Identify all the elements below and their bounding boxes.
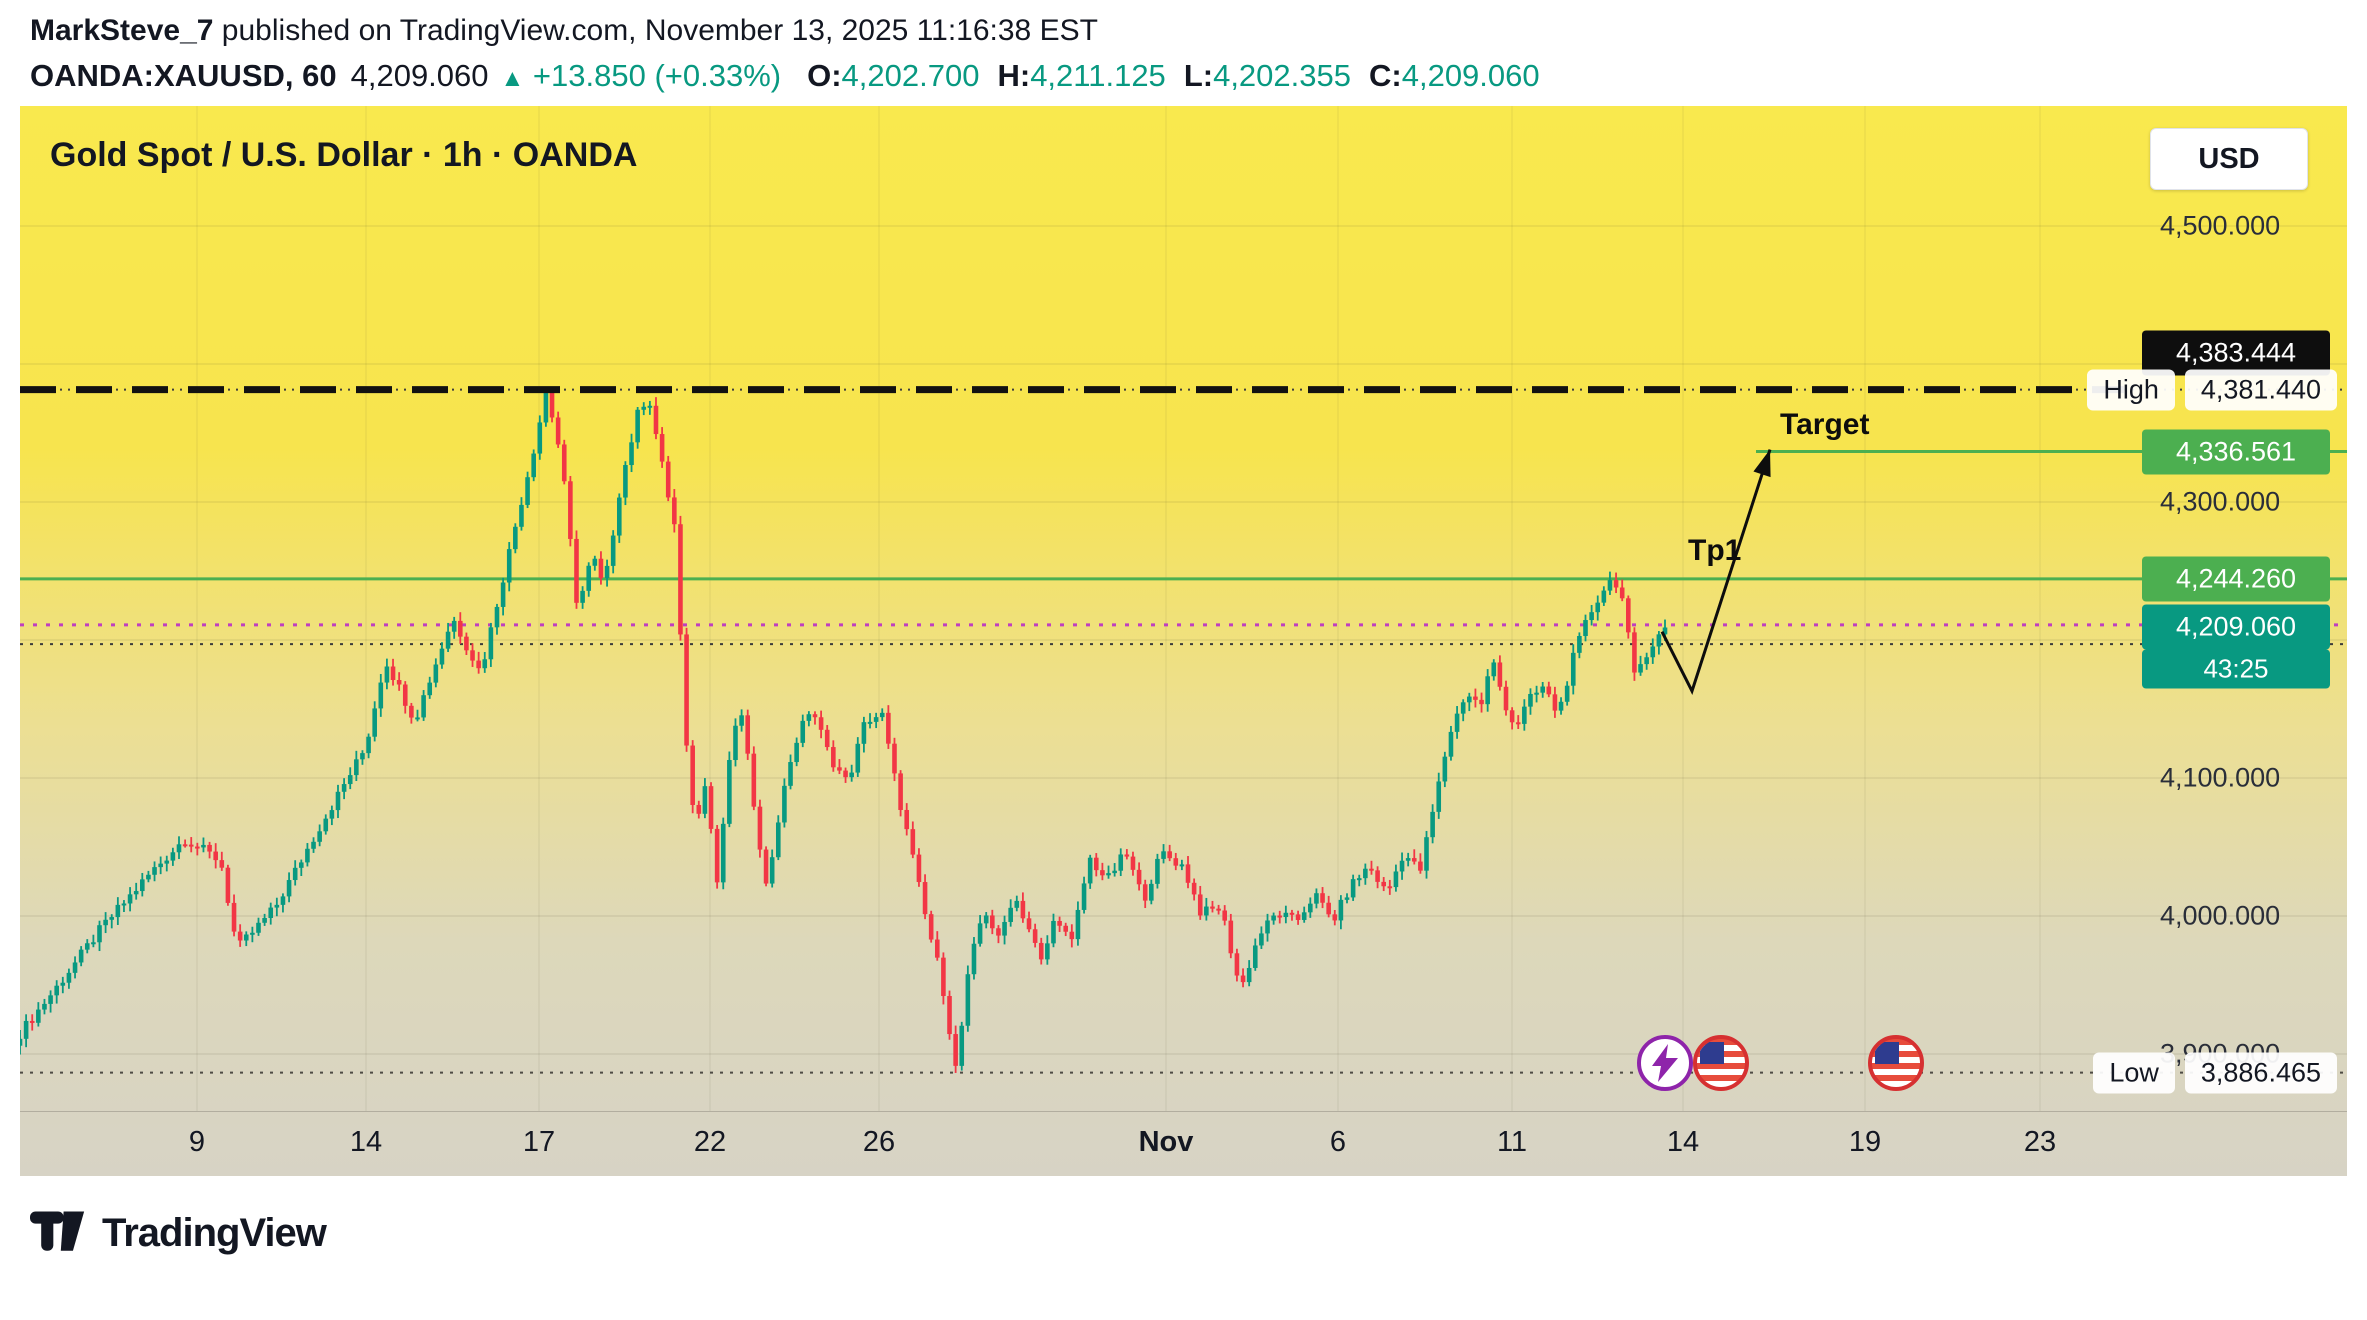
tradingview-footer: TradingView xyxy=(0,1176,2367,1256)
high-marker: High 4,381.440 xyxy=(2087,369,2337,411)
publish-info-line: MarkSteve_7 published on TradingView.com… xyxy=(30,14,2367,48)
price-badge: 4,383.444 xyxy=(2142,330,2330,376)
ohlc-value: 4,202.700 xyxy=(841,58,980,93)
price-scale[interactable]: 4,500.000 4,383.444 High 4,381.440 4,336.561… xyxy=(2087,106,2347,1111)
time-axis-label[interactable]: 23 xyxy=(2023,1126,2057,1158)
symbol-label[interactable]: OANDA:XAUUSD, 60 xyxy=(30,58,337,93)
ohlc-label: L: xyxy=(1183,58,1214,93)
time-axis-label[interactable]: 19 xyxy=(1848,1126,1882,1158)
ohlc-values: O:4,202.700 H:4,211.125 L:4,202.355 C:4,209… xyxy=(789,58,1540,94)
ohlc-label: C: xyxy=(1369,58,1402,93)
price-badge: 4,209.060 xyxy=(2142,604,2330,650)
ohlc-value: 4,209.060 xyxy=(1401,58,1540,93)
lightning-event-icon[interactable] xyxy=(1637,1035,1693,1091)
us-flag-event-icon[interactable] xyxy=(1868,1035,1924,1091)
currency-button[interactable]: USD xyxy=(2150,128,2308,190)
target-annotation-label[interactable]: Target xyxy=(1780,408,1870,441)
low-pill: Low xyxy=(2093,1052,2175,1094)
us-flag-event-icon[interactable] xyxy=(1693,1035,1749,1091)
price-change-value: +13.850 (+0.33%) xyxy=(532,58,782,93)
high-pill: High xyxy=(2087,369,2175,411)
time-axis-label[interactable]: 14 xyxy=(1666,1126,1700,1158)
time-axis-label[interactable]: Nov xyxy=(1138,1126,1194,1158)
price-badge: 4,336.561 xyxy=(2142,429,2330,475)
ohlc-value: 4,202.355 xyxy=(1213,58,1351,93)
time-axis-label[interactable]: 26 xyxy=(862,1126,896,1158)
time-axis-label[interactable]: 11 xyxy=(1496,1126,1528,1158)
ohlc-value: 4,211.125 xyxy=(1030,58,1166,93)
candlestick-plot[interactable] xyxy=(20,106,2347,1111)
chart-panel[interactable]: Gold Spot / U.S. Dollar · 1h · OANDA USD… xyxy=(20,106,2347,1176)
price-badge: 4,244.260 xyxy=(2142,556,2330,602)
price-scale-label: 4,100.000 xyxy=(2160,762,2281,793)
author-name[interactable]: MarkSteve_7 xyxy=(30,14,214,47)
symbol-info-line: OANDA:XAUUSD, 60 4,209.060 ▲ +13.850 (+0… xyxy=(30,58,2367,94)
tradingview-logo-icon[interactable] xyxy=(30,1210,86,1256)
publish-header: MarkSteve_7 published on TradingView.com… xyxy=(0,0,2367,100)
up-triangle-icon: ▲ xyxy=(500,65,525,92)
ohlc-label: H: xyxy=(997,58,1031,93)
price-scale-label: 4,300.000 xyxy=(2160,486,2281,517)
last-price: 4,209.060 xyxy=(350,58,489,93)
tradingview-wordmark[interactable]: TradingView xyxy=(102,1210,327,1255)
price-change: ▲ +13.850 (+0.33%) xyxy=(501,58,782,94)
time-axis-label[interactable]: 17 xyxy=(522,1126,556,1158)
time-axis[interactable]: 9 14 17 22 26 Nov 6 11 14 19 23 xyxy=(20,1111,2347,1176)
publish-info: published on TradingView.com, November 1… xyxy=(213,14,1098,47)
low-marker: Low 3,886.465 xyxy=(2093,1052,2337,1094)
price-scale-label: 4,000.000 xyxy=(2160,900,2281,931)
time-axis-label[interactable]: 6 xyxy=(1329,1126,1347,1158)
ohlc-label: O: xyxy=(807,58,842,93)
time-axis-label[interactable]: 22 xyxy=(693,1126,727,1158)
low-value: 3,886.465 xyxy=(2184,1052,2337,1094)
time-axis-label[interactable]: 9 xyxy=(188,1126,206,1158)
time-axis-label[interactable]: 14 xyxy=(349,1126,383,1158)
tp1-annotation-label[interactable]: Tp1 xyxy=(1688,534,1742,567)
price-scale-label: 4,500.000 xyxy=(2160,210,2281,241)
countdown-badge: 43:25 xyxy=(2142,649,2330,689)
chart-title: Gold Spot / U.S. Dollar · 1h · OANDA xyxy=(50,136,638,174)
high-value: 4,381.440 xyxy=(2184,369,2337,411)
